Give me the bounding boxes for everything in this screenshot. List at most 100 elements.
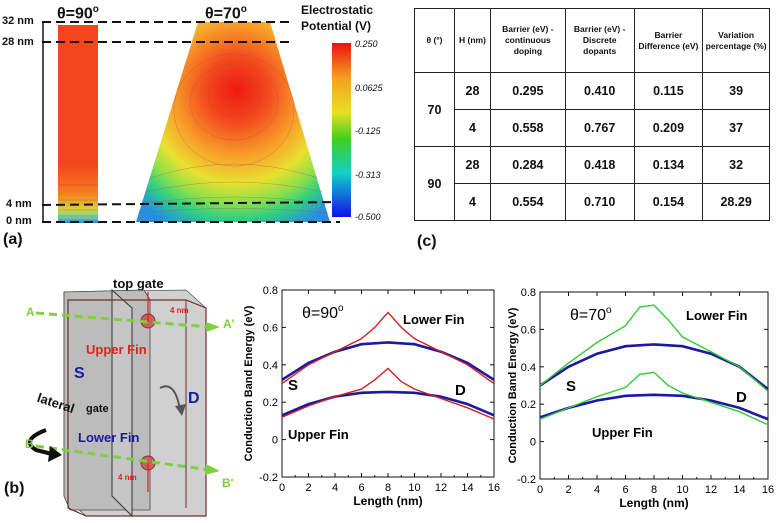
table-cell: 28 — [454, 146, 491, 184]
panel-b-label: (b) — [4, 480, 25, 497]
table-header: Variation percentage (%) — [702, 8, 770, 73]
y-tick-label: 0.2 — [263, 397, 278, 409]
cut-label-b-prime: B' — [222, 476, 234, 490]
fin-trapezoid-70 — [136, 22, 330, 222]
panel-b-figure — [27, 288, 220, 518]
height-label-28: 28 nm — [2, 36, 34, 48]
theta-right-label: θ=70o — [205, 4, 247, 23]
height-dashed-lines — [41, 21, 341, 223]
table-row: 70 28 0.295 0.410 0.115 39 — [414, 72, 770, 147]
contours-left — [58, 184, 98, 217]
y-tick-label: -0.2 — [259, 472, 278, 484]
lower-fin-annotation: Lower Fin — [686, 308, 747, 323]
y-tick-label: 0 — [530, 437, 536, 449]
table-cell: 0.558 — [489, 109, 566, 147]
panel-a-label: (a) — [3, 231, 23, 248]
colorbar-title-line2: Potential (V) — [301, 19, 372, 33]
y-tick-label: 0.4 — [521, 362, 536, 374]
plot-frame — [281, 289, 495, 478]
x-tick-label: 6 — [622, 484, 628, 496]
table-row: 90 28 0.284 0.418 0.134 32 — [414, 146, 770, 221]
rotation-arrowhead — [175, 404, 186, 416]
drain-annotation: D — [736, 389, 747, 406]
dim-label-top: 4 nm — [170, 306, 189, 315]
colorbar-tick: 0.250 — [355, 39, 378, 49]
table-header: Barrier Difference (eV) — [633, 8, 704, 73]
cut-arrow-top — [206, 322, 220, 332]
plot-frame — [539, 291, 769, 480]
cut-lines — [35, 311, 211, 472]
x-tick-label: 16 — [488, 482, 500, 494]
gate-label: gate — [86, 403, 109, 415]
x-tick-label: 6 — [358, 482, 364, 494]
table-header: θ (°) — [414, 8, 455, 73]
table-cell: 0.767 — [564, 109, 635, 147]
colorbar-tick: -0.125 — [355, 126, 381, 136]
y-tick-label: 0.4 — [263, 360, 278, 372]
chart-title: θ=90o — [302, 303, 344, 322]
series-line-upper-continuous — [281, 390, 495, 417]
drain-label: D — [188, 390, 200, 407]
y-tick-label: 0.6 — [263, 322, 278, 334]
table-cell: 0.154 — [633, 183, 704, 221]
top-gate-label: top gate — [113, 276, 164, 291]
series-line-lower-discrete — [539, 304, 769, 392]
colorbar-title-line1: Electrostatic — [301, 3, 374, 17]
x-tick-label: 16 — [762, 484, 774, 496]
panel-c-label: (c) — [417, 233, 437, 250]
table-cell: 4 — [454, 109, 491, 147]
table-cell: 0.284 — [489, 146, 566, 184]
cut-label-b: B — [25, 437, 34, 451]
x-tick-label: 4 — [594, 484, 600, 496]
x-tick-label: 4 — [332, 482, 338, 494]
upper-fin-annotation: Upper Fin — [592, 425, 653, 440]
series-line-upper-discrete — [281, 367, 495, 420]
lateral-gate-arrowhead — [48, 446, 62, 462]
colorbar-tick: -0.313 — [355, 170, 381, 180]
chart-title-degree: o — [338, 303, 344, 314]
height-label-4: 4 nm — [6, 198, 32, 210]
cut-label-a: A — [26, 305, 35, 319]
table-header: Barrier (eV) -Discrete dopants — [564, 8, 635, 73]
colorbar-tick: -0.500 — [355, 212, 381, 222]
y-tick-label: 0.2 — [521, 399, 536, 411]
y-tick-label: 0.6 — [521, 324, 536, 336]
table-cell: 0.418 — [564, 146, 635, 184]
panel-a: θ=90o θ=70o 32 nm 28 nm 4 nm 0 nm Electr… — [0, 0, 400, 260]
source-annotation: S — [566, 378, 576, 395]
table-cell: 0.115 — [633, 72, 704, 110]
source-annotation: S — [288, 377, 298, 394]
height-label-0: 0 nm — [6, 215, 32, 227]
panel-c: θ (°) H (nm) Barrier (eV) -continuous do… — [414, 8, 770, 221]
x-tick-label: 2 — [305, 482, 311, 494]
theta-left-label: θ=90o — [57, 4, 99, 23]
table-cell: 28 — [454, 72, 491, 110]
y-axis-label: Conduction Band Energy (eV) — [243, 305, 255, 461]
y-tick-label: 0.8 — [263, 285, 278, 297]
x-tick-label: 10 — [408, 482, 420, 494]
table-cell: 0.410 — [564, 72, 635, 110]
table-header: Barrier (eV) -continuous doping — [489, 8, 566, 73]
x-tick-label: 10 — [676, 484, 688, 496]
x-tick-label: 12 — [435, 482, 447, 494]
upper-fin-label: Upper Fin — [86, 342, 147, 357]
table-cell: 0.134 — [633, 146, 704, 184]
panel-b: top gate A A' B B' Upper Fin Lower Fin S… — [0, 270, 250, 523]
fin-front-face — [63, 289, 151, 511]
table-cell: 32 — [702, 146, 770, 184]
table-header: H (nm) — [454, 8, 491, 73]
table-cell: 4 — [454, 183, 491, 221]
lateral-gate-arrow — [27, 428, 53, 456]
table-cell: 0.554 — [489, 183, 566, 221]
x-axis-label: Length (nm) — [619, 496, 688, 510]
table-header-row: θ (°) H (nm) Barrier (eV) -continuous do… — [414, 8, 770, 73]
source-label: S — [74, 365, 85, 382]
cut-label-a-prime: A' — [223, 317, 235, 331]
table-cell: 37 — [702, 109, 770, 147]
theta-cell: 70 — [414, 72, 455, 147]
y-tick-label: -0.2 — [517, 474, 536, 486]
table-cell: 28.29 — [702, 183, 770, 221]
table-cell: 0.295 — [489, 72, 566, 110]
fin-rectangle-90 — [58, 25, 98, 223]
